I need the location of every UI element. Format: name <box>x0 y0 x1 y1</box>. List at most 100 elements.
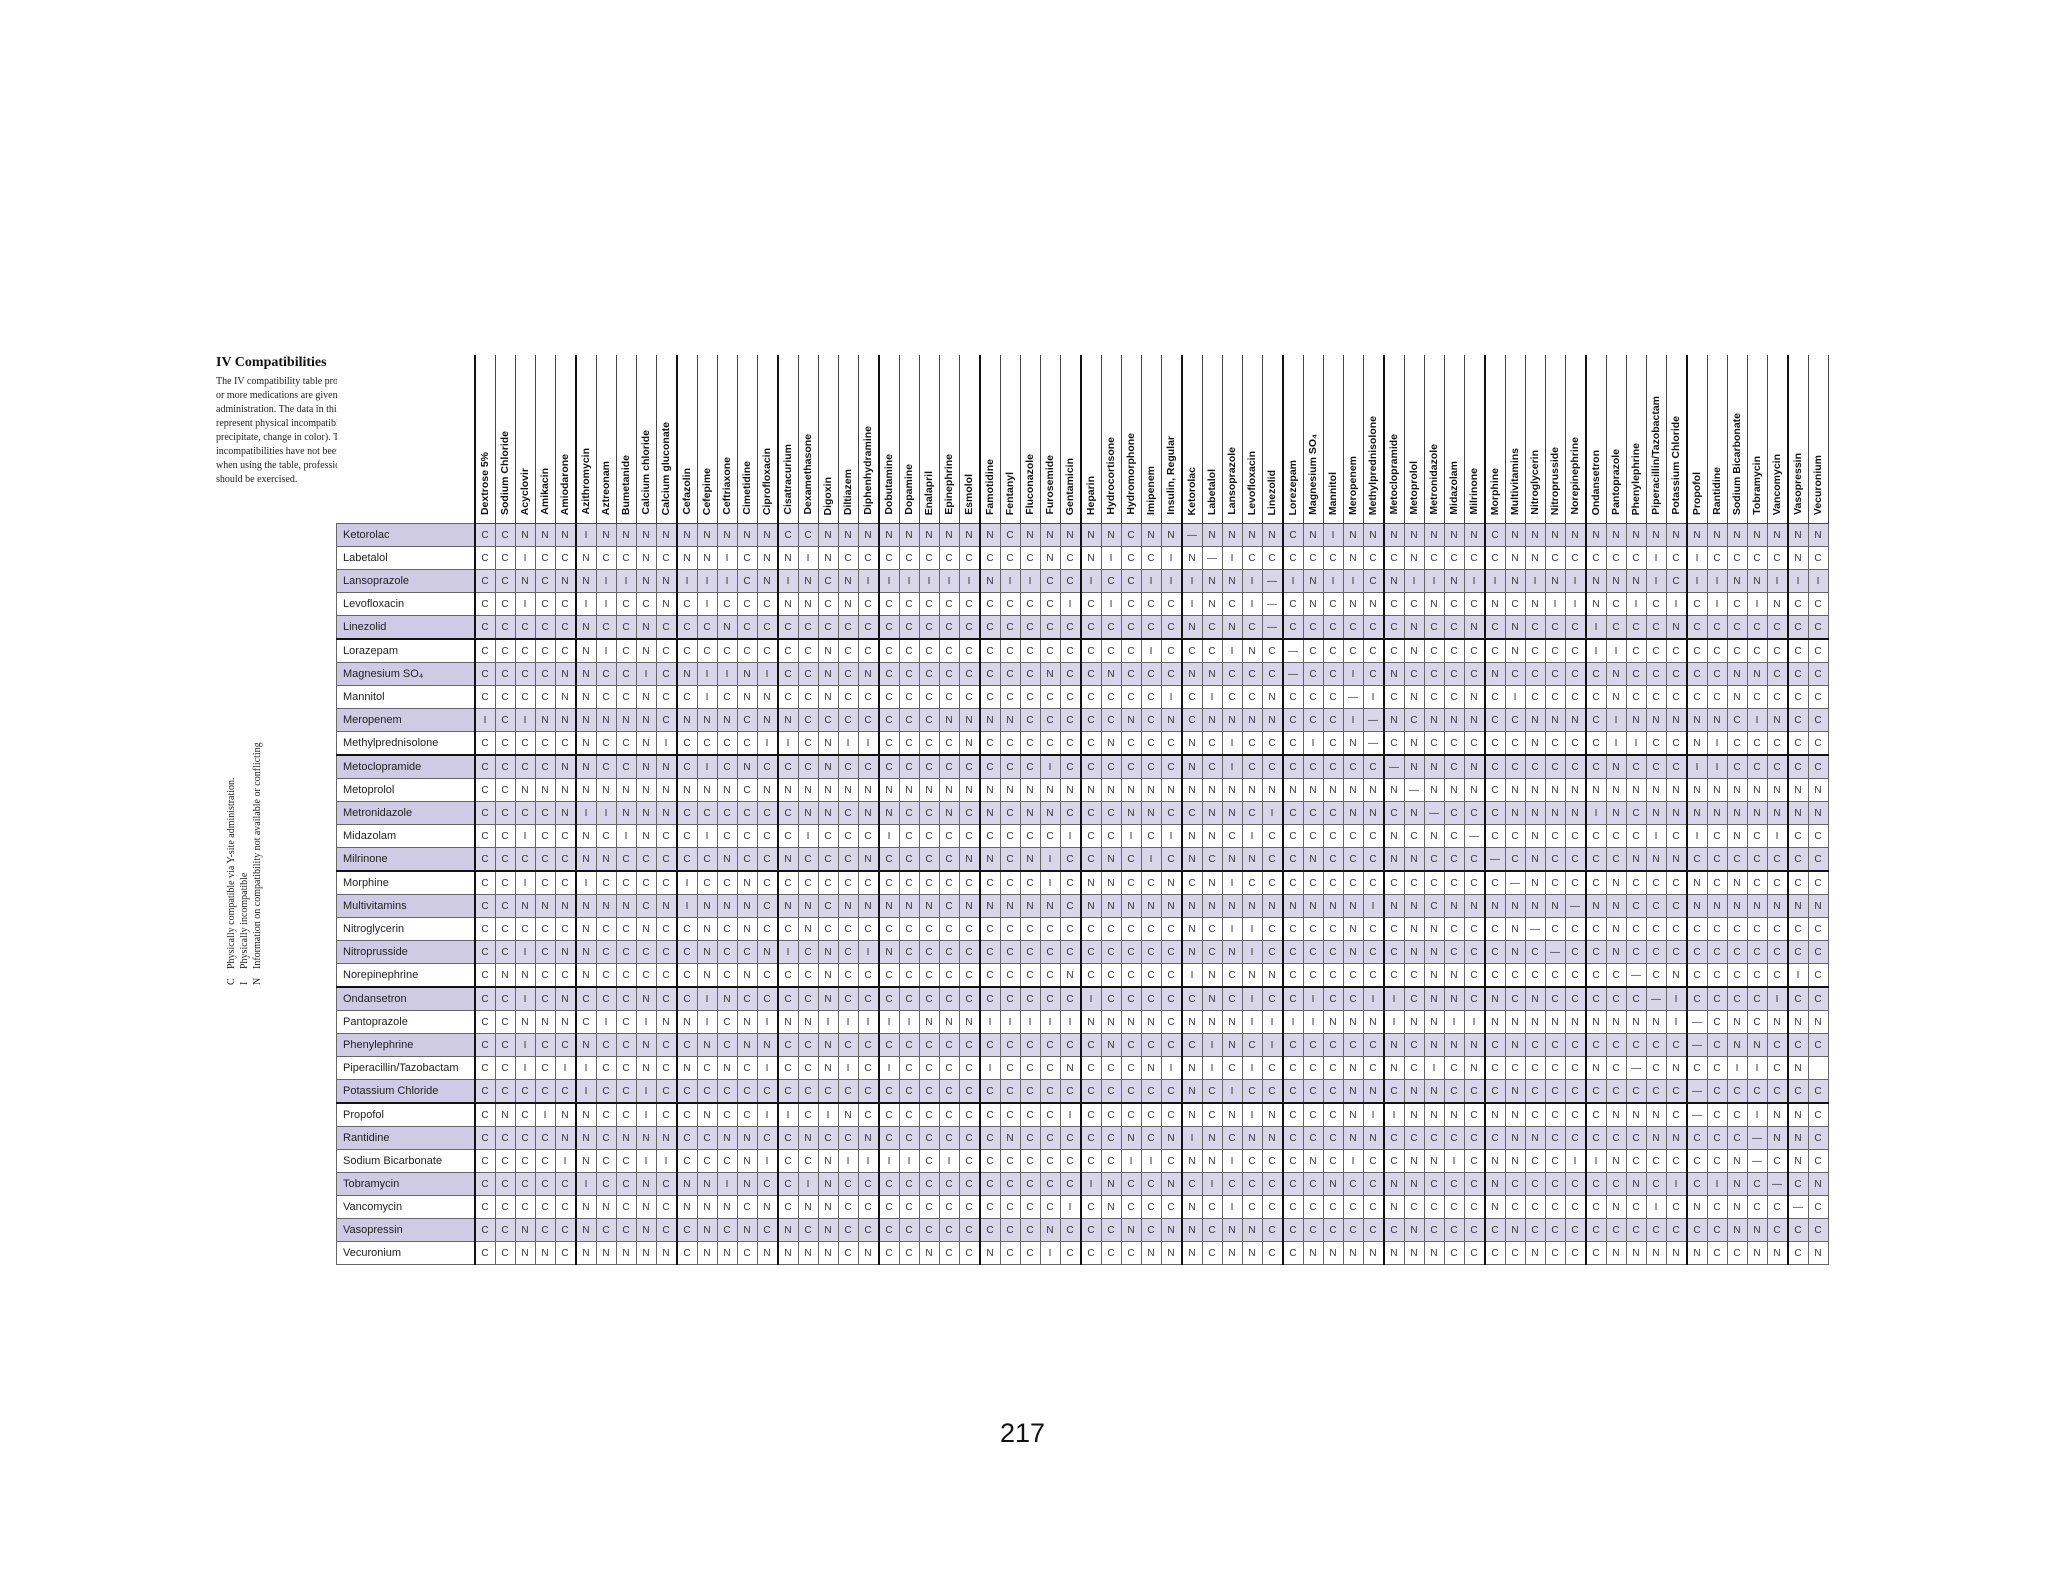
table-cell: N <box>1423 708 1445 732</box>
table-cell: N <box>1180 731 1203 756</box>
table-cell: I <box>1180 963 1203 988</box>
table-cell: C <box>1019 1102 1041 1127</box>
table-cell: C <box>1524 1149 1546 1173</box>
table-cell: C <box>1059 731 1081 756</box>
table-cell: C <box>877 1241 900 1265</box>
table-cell: C <box>1140 963 1162 988</box>
table-cell: N <box>635 638 657 663</box>
table-cell: C <box>736 801 758 825</box>
table-cell: N <box>978 569 1001 593</box>
table-cell: N <box>1746 894 1768 918</box>
table-cell: N <box>1423 1149 1445 1173</box>
table-cell: C <box>877 1126 900 1150</box>
table-cell: N <box>716 1195 738 1219</box>
table-cell: C <box>554 731 576 756</box>
table-cell: C <box>716 870 738 895</box>
table-cell: C <box>958 546 980 570</box>
table-cell: C <box>554 1172 576 1196</box>
table-cell: N <box>1584 592 1607 616</box>
table-cell: C <box>494 615 516 640</box>
table-cell: C <box>534 1149 556 1173</box>
table-cell: I <box>1342 1149 1364 1173</box>
column-header: Amiodarone <box>554 355 576 524</box>
table-cell: C <box>918 1102 940 1127</box>
table-cell: C <box>655 662 677 686</box>
table-cell: C <box>1120 592 1142 616</box>
table-cell: N <box>655 894 677 918</box>
table-cell: I <box>716 569 738 593</box>
table-cell: C <box>1100 940 1122 964</box>
table-cell: N <box>1261 894 1283 918</box>
table-cell: C <box>1302 1102 1324 1127</box>
table-cell: C <box>1706 870 1728 895</box>
table-cell: N <box>675 1195 698 1219</box>
table-cell: N <box>1645 801 1667 825</box>
table-cell: I <box>1726 1056 1748 1080</box>
table-cell: I <box>1241 1056 1263 1080</box>
table-cell: I <box>776 940 799 964</box>
table-cell: N <box>1665 523 1687 547</box>
table-cell: C <box>736 1056 758 1080</box>
table-cell: C <box>958 1033 980 1057</box>
table-cell: N <box>918 1241 940 1265</box>
table-cell: I <box>1160 685 1182 709</box>
legend-code: N <box>252 977 263 985</box>
table-row: Piperacillin/Tazobactam C C I C I I C C N C N C N C I C C… <box>336 1056 1829 1080</box>
table-cell: I <box>1645 824 1667 848</box>
table-cell: I <box>1706 569 1728 593</box>
column-header: Amikacin <box>534 355 556 524</box>
table-cell: C <box>1463 1149 1485 1173</box>
table-cell: C <box>776 1172 799 1196</box>
row-header: Sodium Bicarbonate <box>336 1149 475 1173</box>
table-row: Midazolam C C I C C N C I N C C I C C C C I C C C I C C C C C C C C I C… <box>336 824 1829 848</box>
table-cell: C <box>1160 1079 1182 1104</box>
table-cell: I <box>574 1056 597 1080</box>
table-cell: N <box>554 1126 576 1150</box>
table-cell: N <box>1342 1102 1364 1127</box>
table-cell: N <box>736 894 758 918</box>
table-cell: C <box>1039 592 1061 616</box>
table-row: Lorazepam C C C C C N I C N C C C C C C C C N C C C C C C C C C C C C C… <box>336 638 1829 663</box>
table-cell: C <box>918 1195 940 1219</box>
table-cell: N <box>494 963 516 988</box>
table-cell: C <box>1079 940 1102 964</box>
table-cell: C <box>1766 1195 1788 1219</box>
table-cell: N <box>554 523 576 547</box>
table-cell: C <box>978 731 1001 756</box>
table-cell: N <box>655 754 677 779</box>
table-cell: C <box>1564 1172 1586 1196</box>
table-cell: N <box>1120 1010 1142 1034</box>
table-cell: C <box>1140 662 1162 686</box>
table-cell: C <box>1766 754 1788 779</box>
table-cell: N <box>696 1195 718 1219</box>
table-cell: C <box>1019 1218 1041 1242</box>
table-cell: I <box>1241 824 1263 848</box>
table-cell: C <box>716 824 738 848</box>
table-cell: N <box>514 1218 536 1242</box>
table-cell: C <box>1645 963 1667 988</box>
table-cell: C <box>1443 847 1465 872</box>
table-cell: C <box>1342 870 1364 895</box>
table-cell: C <box>978 917 1001 941</box>
table-cell: C <box>918 963 940 988</box>
table-cell: C <box>817 1126 839 1150</box>
table-cell: N <box>1685 731 1708 756</box>
column-header: Azithromycin <box>574 355 597 524</box>
table-cell: I <box>1079 569 1102 593</box>
column-header: Phenylephrine <box>1625 355 1647 524</box>
table-cell: — <box>1786 1195 1809 1219</box>
table-cell: N <box>776 1241 799 1265</box>
table-row: Phenylephrine C C I C C N C C N C C N C N N C C N C C C C C C C C C… <box>336 1033 1829 1057</box>
table-cell: C <box>918 1126 940 1150</box>
table-cell: C <box>615 1149 637 1173</box>
table-cell: N <box>756 1195 778 1219</box>
table-cell: N <box>1382 1241 1405 1265</box>
table-cell: N <box>817 940 839 964</box>
table-cell: I <box>1059 824 1081 848</box>
table-cell: — <box>1201 546 1223 570</box>
table-cell: C <box>1342 1033 1364 1057</box>
table-cell: C <box>1403 708 1425 732</box>
table-cell: N <box>615 1126 637 1150</box>
table-cell: C <box>999 1172 1021 1196</box>
table-cell: C <box>857 638 879 663</box>
